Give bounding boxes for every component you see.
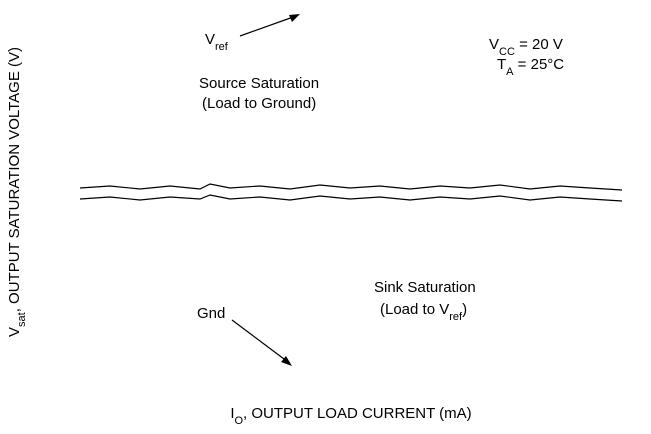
label: V bbox=[205, 31, 215, 48]
label-sub: A bbox=[506, 66, 514, 78]
x-axis-label: IO, OUTPUT LOAD CURRENT (mA) bbox=[230, 405, 471, 427]
label: , OUTPUT LOAD CURRENT (mA) bbox=[243, 405, 472, 422]
gnd-label: Gnd bbox=[197, 305, 225, 322]
source-label: Source Saturation bbox=[199, 75, 319, 92]
break-line bbox=[79, 194, 623, 202]
label: , OUTPUT SATURATION VOLTAGE (V) bbox=[6, 47, 23, 312]
label: V bbox=[489, 36, 499, 53]
label-sub: CC bbox=[499, 46, 515, 58]
label: ) bbox=[462, 301, 467, 318]
sink-label: Sink Saturation bbox=[374, 279, 476, 296]
arrowhead bbox=[289, 14, 300, 22]
label: = 25°C bbox=[514, 56, 565, 73]
y-axis-label: Vsat, OUTPUT SATURATION VOLTAGE (V) bbox=[6, 47, 28, 337]
vref-label: Vref bbox=[205, 31, 229, 53]
label-bg bbox=[200, 28, 240, 48]
label-bg bbox=[370, 272, 506, 322]
arrow bbox=[239, 15, 297, 37]
break-line bbox=[79, 183, 623, 191]
label-sub: ref bbox=[215, 41, 229, 53]
label: (Load to V bbox=[380, 301, 449, 318]
label: I bbox=[230, 405, 234, 422]
arrow bbox=[231, 319, 289, 363]
break-gap bbox=[81, 186, 621, 198]
label: T bbox=[497, 56, 506, 73]
source-label: (Load to Ground) bbox=[202, 95, 316, 112]
vcc-label: VCC = 20 V bbox=[489, 36, 563, 58]
label-bg bbox=[194, 303, 230, 321]
ta-label: TA = 25°C bbox=[497, 56, 564, 78]
label-sub: O bbox=[234, 415, 243, 427]
label-sub: ref bbox=[449, 311, 463, 323]
label-bg bbox=[480, 32, 600, 78]
arrowhead bbox=[281, 356, 292, 366]
annotations: Vref Source Saturation (Load to Ground) … bbox=[194, 14, 600, 366]
label-bg bbox=[197, 68, 337, 114]
label: V bbox=[6, 327, 23, 337]
label-sub: sat bbox=[16, 312, 28, 327]
label: = 20 V bbox=[515, 36, 563, 53]
sink-label: (Load to Vref) bbox=[380, 301, 467, 323]
